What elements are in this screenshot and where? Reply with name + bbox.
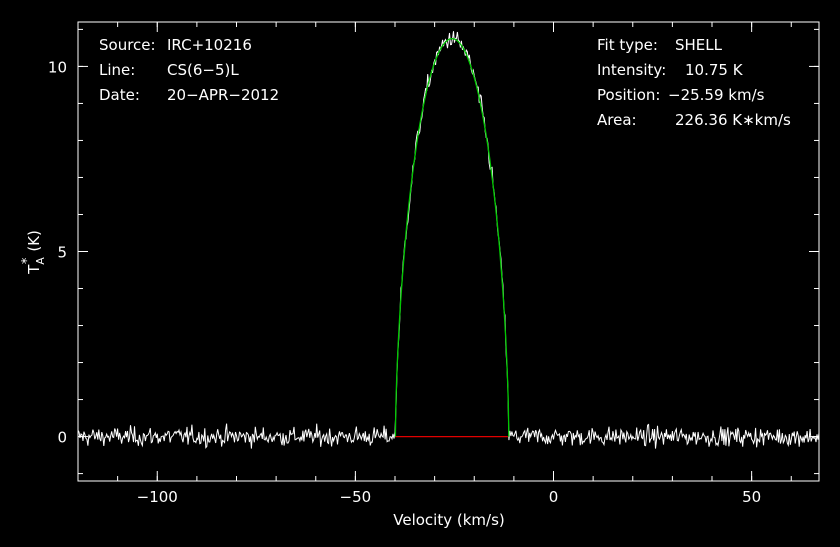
y-tick-label: 10 [48, 58, 67, 76]
info-block-right: Fit type: SHELL Intensity: 10.75 K Posit… [597, 36, 791, 129]
x-tick-label: 50 [742, 488, 761, 506]
info-source-key: Source: [99, 36, 156, 54]
y-axis-label-sup: * [20, 257, 35, 264]
info-position-key: Position: [597, 86, 660, 104]
y-tick-label: 0 [57, 429, 67, 447]
info-fittype-value: SHELL [675, 36, 723, 54]
info-date-value: 20−APR−2012 [167, 86, 279, 104]
x-axis-label: Velocity (km/s) [393, 511, 504, 529]
info-intensity-key: Intensity: [597, 61, 666, 79]
y-tick-label: 5 [57, 244, 67, 262]
x-tick-label: −50 [340, 488, 372, 506]
info-line-value: CS(6−5)L [167, 61, 239, 79]
x-tick-label: 0 [549, 488, 559, 506]
info-source-value: IRC+10216 [167, 36, 252, 54]
y-axis-label-unit: (K) [25, 230, 43, 252]
tick-labels: −100 −50 0 50 0 5 10 [48, 58, 761, 506]
info-line-key: Line: [99, 61, 135, 79]
info-intensity-value: 10.75 K [685, 61, 744, 79]
plot-content [77, 31, 820, 449]
y-axis-label-main: T [25, 264, 43, 275]
info-date-key: Date: [99, 86, 140, 104]
plot-frame [77, 21, 820, 482]
svg-text:TA*(K): TA* (K) [20, 230, 47, 275]
info-fittype-key: Fit type: [597, 36, 658, 54]
info-position-value: −25.59 km/s [668, 86, 765, 104]
info-block-left: Source: IRC+10216 Line: CS(6−5)L Date: 2… [99, 36, 279, 104]
y-axis-label: TA* (K) [20, 230, 47, 275]
info-area-value: 226.36 K∗km/s [675, 111, 791, 129]
x-tick-label: −100 [137, 488, 178, 506]
info-area-key: Area: [597, 111, 637, 129]
y-axis-label-sub: A [34, 257, 47, 265]
shell-fit-curve [394, 38, 510, 437]
